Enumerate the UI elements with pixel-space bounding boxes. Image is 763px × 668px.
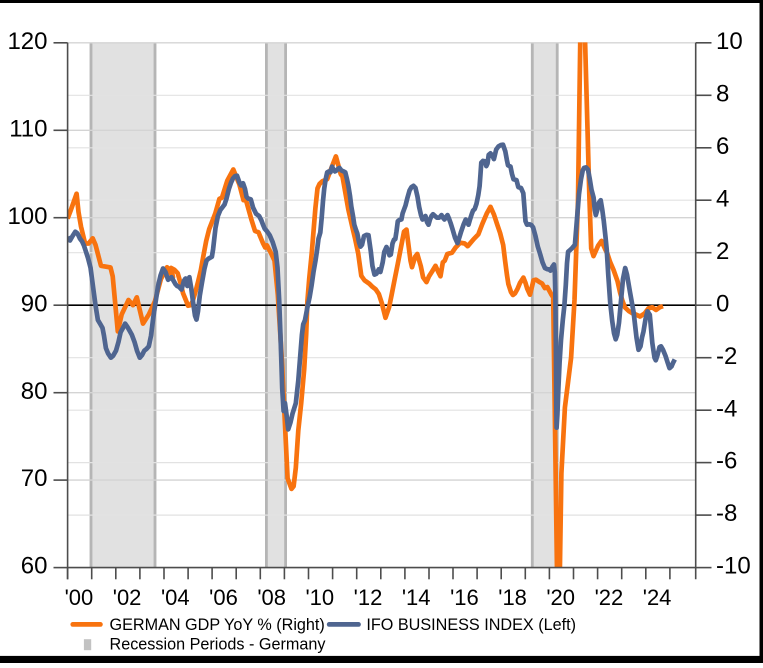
svg-text:'20: '20 xyxy=(546,585,575,610)
svg-text:60: 60 xyxy=(21,553,48,580)
svg-text:80: 80 xyxy=(21,378,48,405)
svg-text:'12: '12 xyxy=(354,585,383,610)
svg-text:Recession Periods - Germany: Recession Periods - Germany xyxy=(110,635,327,653)
svg-text:110: 110 xyxy=(9,115,47,142)
svg-text:2: 2 xyxy=(716,238,729,265)
svg-text:6: 6 xyxy=(716,133,729,160)
svg-text:'04: '04 xyxy=(161,585,190,610)
svg-text:GERMAN GDP YoY % (Right): GERMAN GDP YoY % (Right) xyxy=(110,616,325,634)
svg-text:'00: '00 xyxy=(65,585,94,610)
svg-text:'16: '16 xyxy=(450,585,479,610)
svg-text:'22: '22 xyxy=(595,585,624,610)
svg-text:10: 10 xyxy=(716,28,743,55)
svg-text:0: 0 xyxy=(716,290,729,317)
svg-text:-2: -2 xyxy=(716,343,737,370)
svg-text:-4: -4 xyxy=(716,395,737,422)
svg-text:'02: '02 xyxy=(113,585,142,610)
svg-text:'08: '08 xyxy=(257,585,286,610)
svg-text:'10: '10 xyxy=(305,585,334,610)
svg-text:-6: -6 xyxy=(716,448,737,475)
svg-text:'06: '06 xyxy=(209,585,238,610)
svg-text:120: 120 xyxy=(7,28,47,55)
svg-text:8: 8 xyxy=(716,80,729,107)
svg-text:4: 4 xyxy=(716,185,729,212)
svg-text:-8: -8 xyxy=(716,500,737,527)
svg-text:70: 70 xyxy=(21,465,48,492)
svg-text:IFO BUSINESS INDEX (Left): IFO BUSINESS INDEX (Left) xyxy=(366,616,576,634)
svg-text:100: 100 xyxy=(7,203,47,230)
svg-text:'18: '18 xyxy=(498,585,527,610)
svg-text:-10: -10 xyxy=(716,553,751,580)
svg-text:90: 90 xyxy=(21,290,48,317)
svg-text:'14: '14 xyxy=(402,585,431,610)
svg-text:'24: '24 xyxy=(643,585,672,610)
